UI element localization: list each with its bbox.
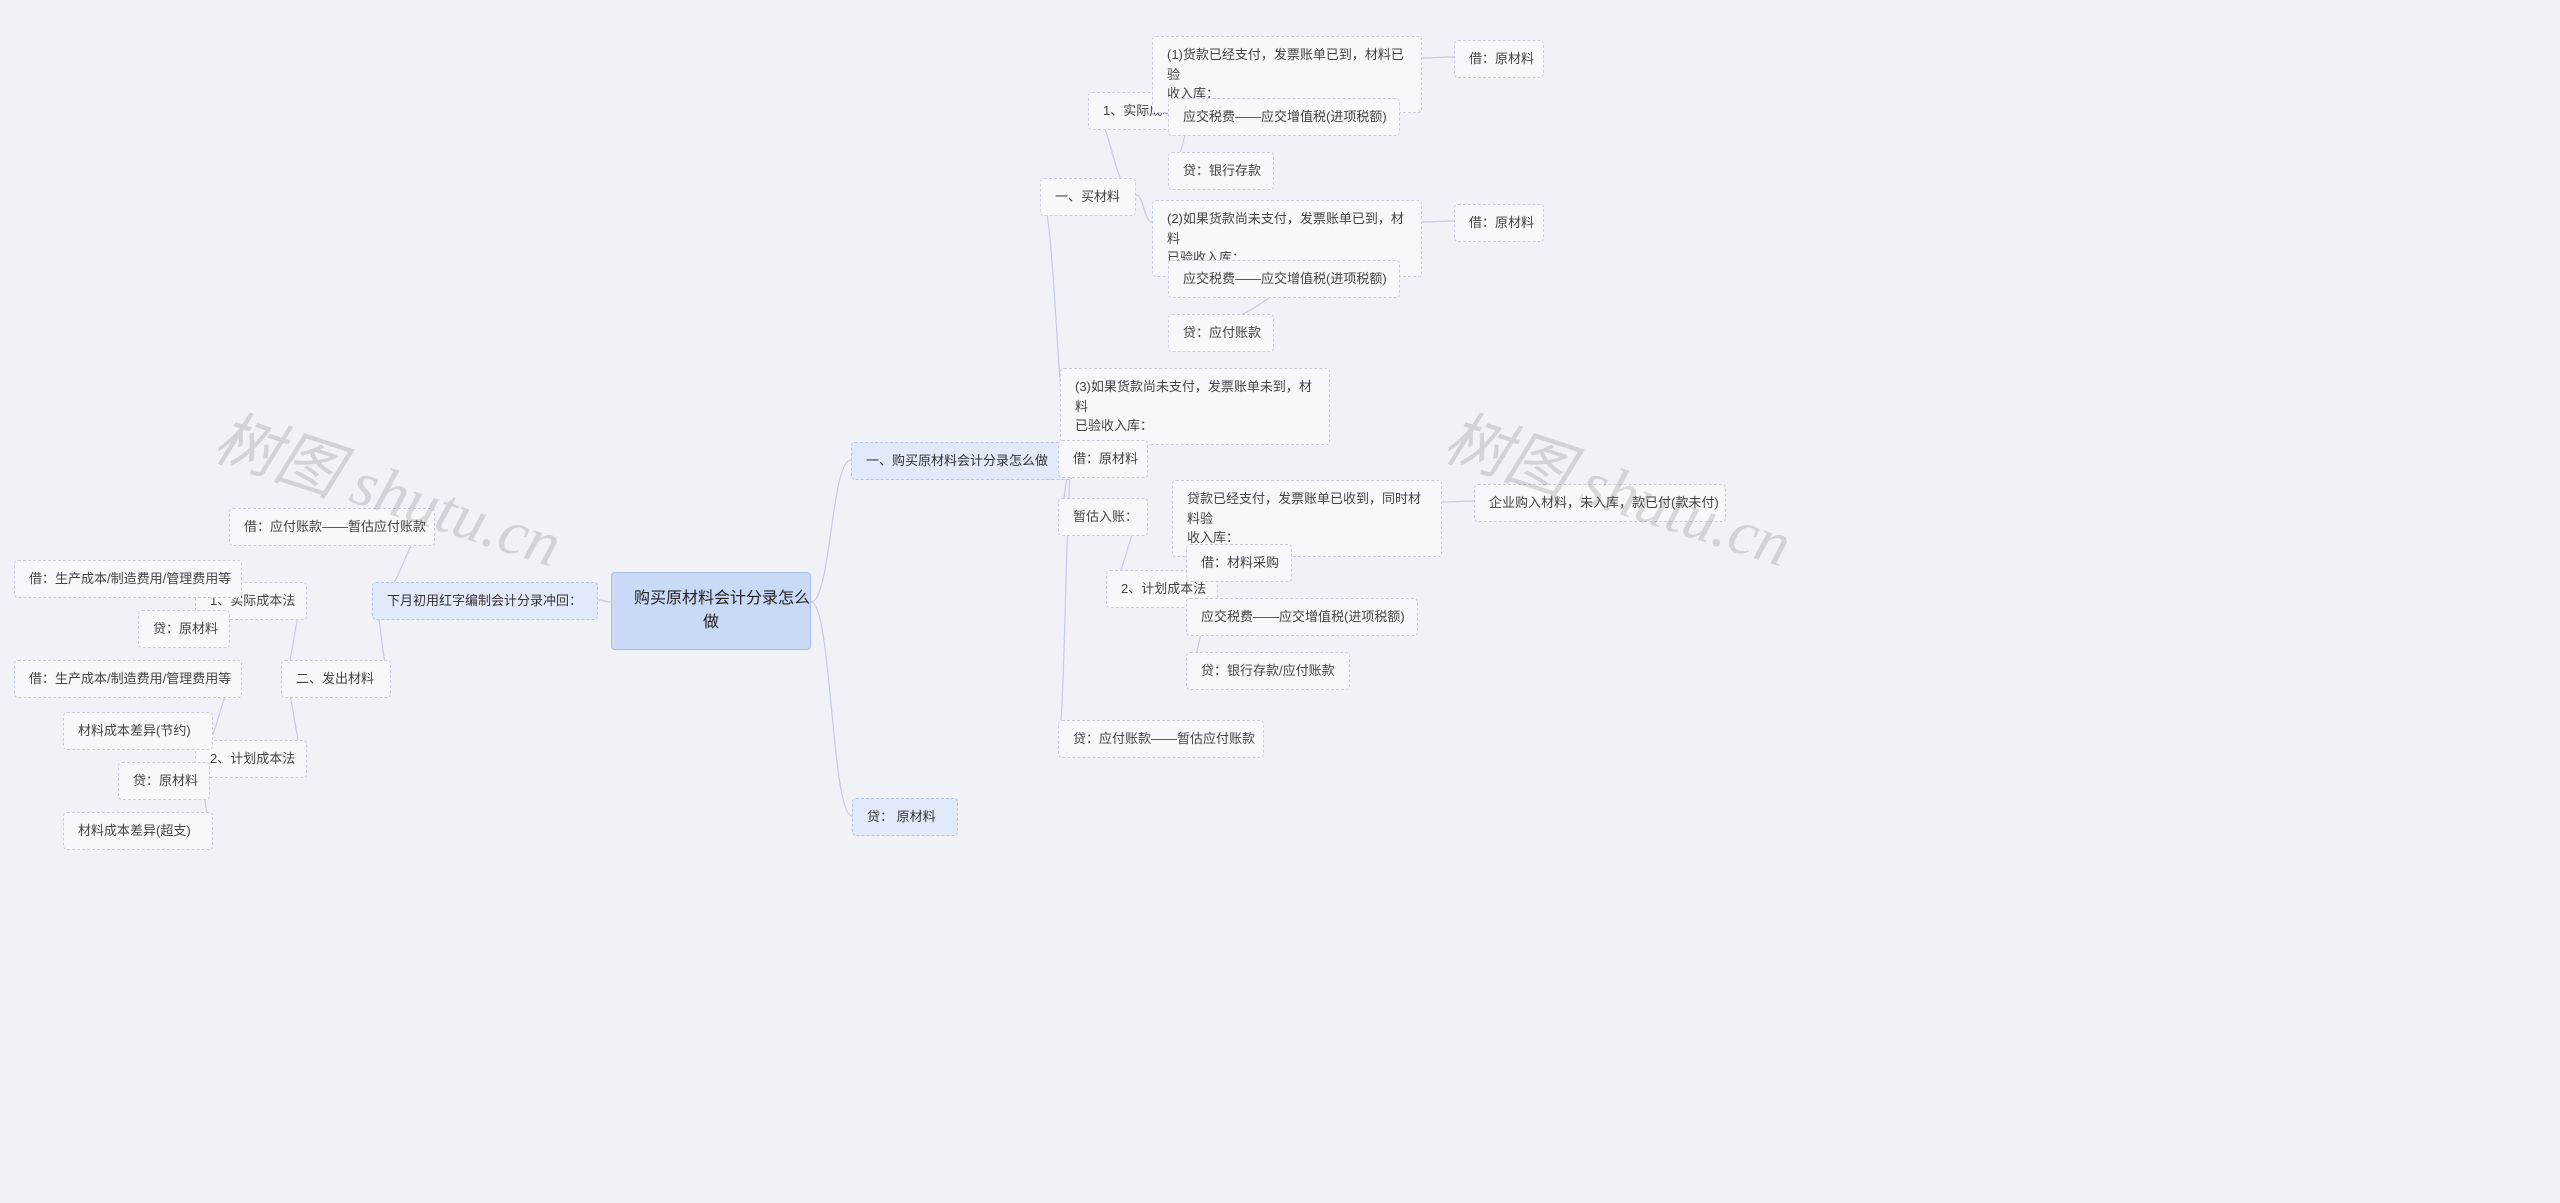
node-l_b1a: 借：生产成本/制造费用/管理费用等 [14, 560, 242, 598]
node-r1d: 暂估入账： [1058, 498, 1148, 536]
node-l_b2b: 材料成本差异(节约) [63, 712, 213, 750]
watermark: 树图 shutu.cn [205, 387, 575, 585]
node-r1a2b: 应交税费——应交增值税(进项税额) [1168, 260, 1400, 298]
link [811, 460, 851, 602]
link [1422, 221, 1454, 222]
link [1442, 501, 1474, 502]
node-root: 购买原材料会计分录怎么做 [611, 572, 811, 650]
node-r1a: 一、买材料 [1040, 178, 1136, 216]
node-r1b: (3)如果货款尚未支付，发票账单未到，材料已验收入库： [1060, 368, 1330, 445]
node-r1d1a1: 企业购入材料，未入库，款已付(款未付) [1474, 484, 1726, 522]
node-r2: 贷： 原材料 [852, 798, 958, 836]
node-r1a1a1: 借：原材料 [1454, 40, 1544, 78]
node-r1d1b: 借：材料采购 [1186, 544, 1292, 582]
node-r1d1d: 贷：银行存款/应付账款 [1186, 652, 1350, 690]
link [598, 600, 611, 602]
node-r1: 一、购买原材料会计分录怎么做 [851, 442, 1073, 480]
node-r1a2c: 贷：应付账款 [1168, 314, 1274, 352]
node-r1a2a: 借：原材料 [1454, 204, 1544, 242]
node-r1e: 贷：应付账款——暂估应付账款 [1058, 720, 1264, 758]
node-r1a1c: 贷：银行存款 [1168, 152, 1274, 190]
node-l_b2c: 贷：原材料 [118, 762, 210, 800]
node-l_a: 借：应付账款——暂估应付账款 [229, 508, 435, 546]
node-l_b2a: 借：生产成本/制造费用/管理费用等 [14, 660, 242, 698]
node-l_b: 二、发出材料 [281, 660, 391, 698]
link [811, 602, 852, 816]
node-l_b1b: 贷：原材料 [138, 610, 230, 648]
node-r1d1c: 应交税费——应交增值税(进项税额) [1186, 598, 1418, 636]
link [1422, 57, 1454, 58]
node-r1c: 借：原材料 [1058, 440, 1148, 478]
node-r1a1b: 应交税费——应交增值税(进项税额) [1168, 98, 1400, 136]
link [1136, 195, 1152, 222]
node-left1: 下月初用红字编制会计分录冲回： [372, 582, 598, 620]
node-l_b2d: 材料成本差异(超支) [63, 812, 213, 850]
